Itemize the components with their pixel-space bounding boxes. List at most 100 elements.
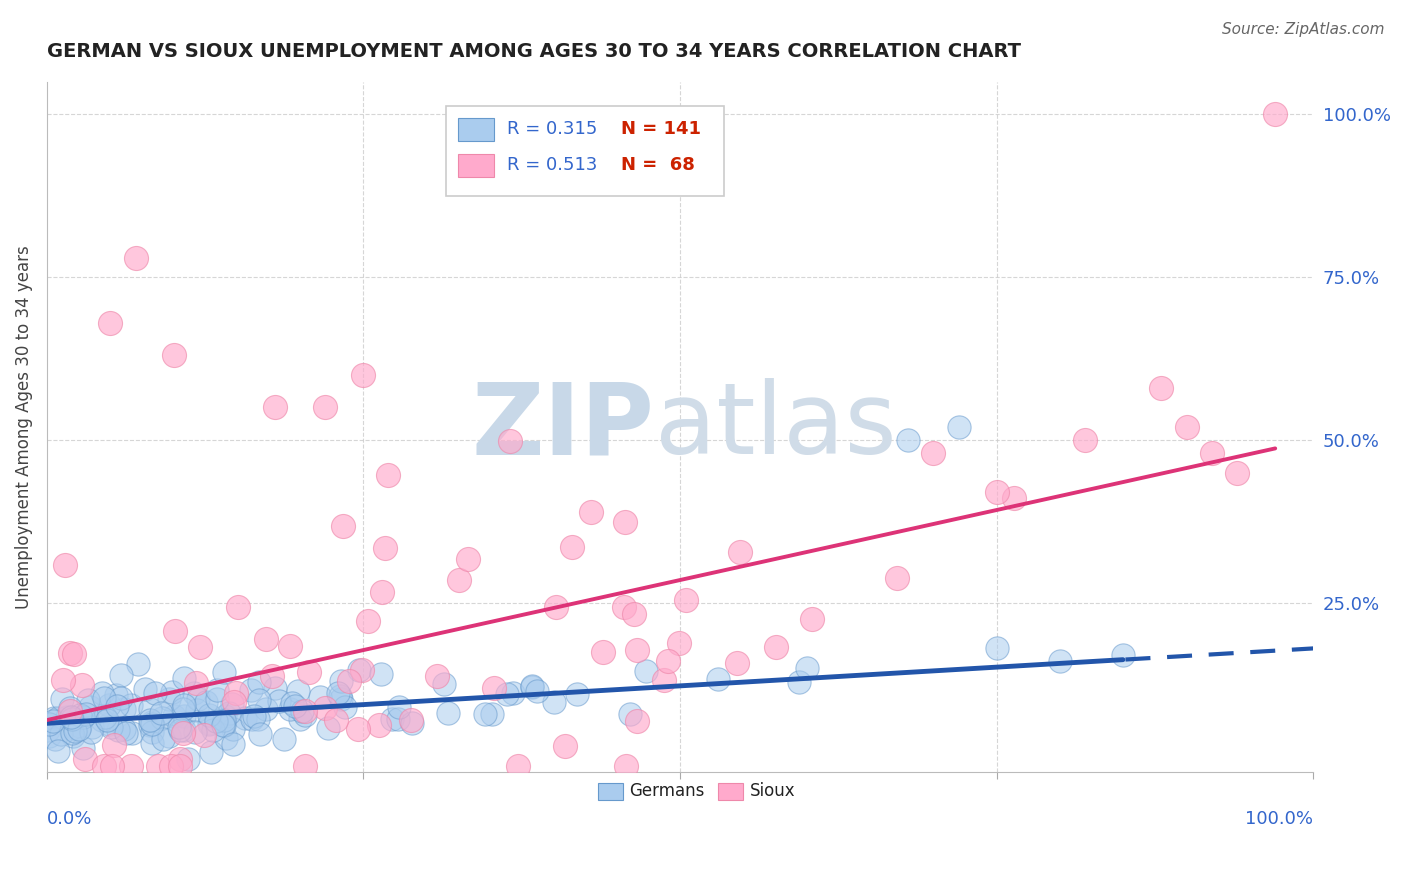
Point bbox=[546, 600, 568, 615]
Point bbox=[325, 714, 347, 728]
Point bbox=[526, 683, 548, 698]
Text: R = 0.513: R = 0.513 bbox=[506, 155, 598, 174]
Point bbox=[90, 686, 112, 700]
Point bbox=[707, 672, 730, 686]
Point bbox=[221, 697, 243, 711]
Point bbox=[215, 731, 238, 745]
Point bbox=[377, 468, 399, 483]
Point bbox=[565, 687, 588, 701]
Point bbox=[482, 681, 505, 695]
Point bbox=[449, 573, 471, 587]
Point bbox=[1175, 420, 1198, 434]
Point bbox=[110, 668, 132, 682]
Point bbox=[254, 632, 277, 647]
Point bbox=[112, 723, 135, 737]
Point bbox=[77, 693, 100, 707]
Point bbox=[284, 699, 307, 714]
Point bbox=[522, 681, 544, 695]
Point bbox=[287, 683, 309, 698]
Point bbox=[388, 699, 411, 714]
Point bbox=[668, 635, 690, 649]
Point bbox=[728, 545, 751, 559]
Point bbox=[56, 710, 79, 724]
Point bbox=[46, 710, 69, 724]
Point bbox=[273, 731, 295, 746]
Point bbox=[44, 732, 66, 747]
Point bbox=[120, 698, 142, 713]
Point bbox=[90, 714, 112, 728]
Point bbox=[619, 706, 641, 721]
Point bbox=[922, 446, 945, 460]
Point bbox=[316, 722, 339, 736]
Point bbox=[294, 704, 316, 718]
Point bbox=[183, 725, 205, 739]
Point bbox=[49, 727, 72, 741]
Point bbox=[1002, 491, 1025, 505]
Text: Source: ZipAtlas.com: Source: ZipAtlas.com bbox=[1222, 22, 1385, 37]
Point bbox=[264, 681, 287, 696]
Point bbox=[294, 707, 316, 722]
Point bbox=[163, 708, 186, 723]
Point bbox=[357, 614, 380, 628]
Point bbox=[263, 401, 285, 415]
Point bbox=[157, 729, 180, 743]
Point bbox=[201, 723, 224, 737]
Text: 100.0%: 100.0% bbox=[1246, 810, 1313, 828]
Point bbox=[160, 758, 183, 772]
Point bbox=[183, 686, 205, 700]
Point bbox=[169, 752, 191, 766]
Point bbox=[614, 758, 637, 772]
Point bbox=[59, 704, 82, 718]
Point bbox=[399, 714, 422, 728]
Point bbox=[437, 706, 460, 720]
Point bbox=[60, 726, 83, 740]
Point bbox=[124, 251, 146, 265]
Point bbox=[243, 709, 266, 723]
Point bbox=[623, 607, 645, 622]
Point bbox=[173, 671, 195, 685]
Point bbox=[381, 712, 404, 726]
Point bbox=[188, 640, 211, 654]
Point bbox=[200, 745, 222, 759]
Point bbox=[280, 696, 302, 710]
Point bbox=[613, 600, 636, 615]
Point bbox=[150, 711, 173, 725]
Point bbox=[294, 758, 316, 772]
Point bbox=[53, 558, 76, 573]
Point bbox=[1150, 381, 1173, 395]
Point bbox=[112, 702, 135, 716]
Point bbox=[370, 667, 392, 681]
Point bbox=[187, 692, 209, 706]
Point bbox=[100, 720, 122, 734]
Point bbox=[75, 706, 97, 721]
Point bbox=[93, 758, 115, 772]
Point bbox=[59, 700, 82, 714]
Point bbox=[198, 715, 221, 730]
Point bbox=[157, 692, 180, 706]
Point bbox=[254, 701, 277, 715]
Point bbox=[173, 709, 195, 723]
Point bbox=[79, 700, 101, 714]
Point bbox=[986, 485, 1008, 500]
Point bbox=[481, 706, 503, 721]
Point bbox=[246, 712, 269, 726]
Text: GERMAN VS SIOUX UNEMPLOYMENT AMONG AGES 30 TO 34 YEARS CORRELATION CHART: GERMAN VS SIOUX UNEMPLOYMENT AMONG AGES … bbox=[46, 42, 1021, 61]
Point bbox=[499, 434, 522, 448]
Point bbox=[59, 646, 82, 660]
Text: R = 0.315: R = 0.315 bbox=[506, 120, 598, 137]
Point bbox=[98, 716, 121, 731]
Y-axis label: Unemployment Among Ages 30 to 34 years: Unemployment Among Ages 30 to 34 years bbox=[15, 245, 32, 609]
Point bbox=[167, 720, 190, 734]
Point bbox=[765, 640, 787, 655]
Point bbox=[96, 714, 118, 728]
Point bbox=[297, 665, 319, 680]
Point bbox=[326, 686, 349, 700]
Point bbox=[339, 673, 361, 688]
Point bbox=[69, 707, 91, 722]
Point bbox=[242, 712, 264, 726]
Point bbox=[143, 686, 166, 700]
Text: Sioux: Sioux bbox=[749, 782, 796, 800]
Point bbox=[290, 712, 312, 726]
Point bbox=[278, 639, 301, 653]
Point bbox=[657, 654, 679, 668]
